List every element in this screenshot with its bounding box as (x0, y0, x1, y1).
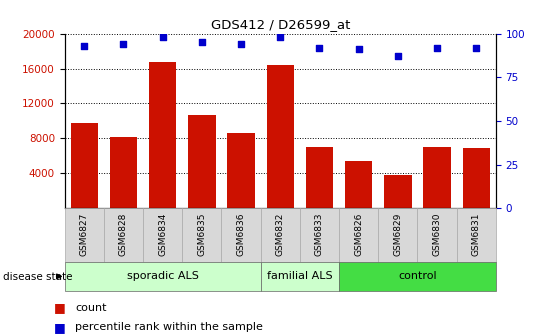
Text: sporadic ALS: sporadic ALS (127, 271, 198, 281)
Title: GDS412 / D26599_at: GDS412 / D26599_at (211, 18, 350, 31)
Text: ■: ■ (54, 301, 66, 314)
FancyBboxPatch shape (222, 208, 261, 262)
Text: GSM6828: GSM6828 (119, 213, 128, 256)
Text: control: control (398, 271, 437, 281)
FancyBboxPatch shape (182, 208, 222, 262)
Text: GSM6830: GSM6830 (433, 213, 441, 256)
FancyBboxPatch shape (261, 208, 300, 262)
Bar (462, 148, 490, 208)
Bar (65, 262, 261, 291)
Text: GSM6836: GSM6836 (237, 213, 246, 256)
Bar (339, 262, 496, 291)
Point (237, 41, 245, 47)
Point (158, 34, 167, 40)
Bar (110, 137, 137, 208)
Text: percentile rank within the sample: percentile rank within the sample (75, 322, 264, 332)
Bar (423, 147, 451, 208)
Point (433, 45, 441, 50)
Bar (261, 262, 339, 291)
Text: count: count (75, 303, 107, 312)
Text: disease state: disease state (3, 272, 72, 282)
Text: GSM6833: GSM6833 (315, 213, 324, 256)
Bar (267, 65, 294, 208)
Bar (306, 147, 333, 208)
FancyBboxPatch shape (65, 208, 104, 262)
Point (198, 40, 206, 45)
Text: GSM6832: GSM6832 (276, 213, 285, 256)
FancyBboxPatch shape (378, 208, 418, 262)
FancyBboxPatch shape (418, 208, 457, 262)
Point (472, 45, 481, 50)
Text: GSM6831: GSM6831 (472, 213, 481, 256)
Text: GSM6835: GSM6835 (197, 213, 206, 256)
Text: GSM6826: GSM6826 (354, 213, 363, 256)
Point (276, 34, 285, 40)
Bar (227, 133, 255, 208)
Text: ■: ■ (54, 321, 66, 334)
Text: GSM6829: GSM6829 (393, 213, 403, 256)
FancyBboxPatch shape (339, 208, 378, 262)
FancyBboxPatch shape (143, 208, 182, 262)
Text: familial ALS: familial ALS (267, 271, 333, 281)
Bar (71, 123, 98, 208)
Point (119, 41, 128, 47)
Bar (345, 161, 372, 208)
Text: GSM6834: GSM6834 (158, 213, 167, 256)
Point (354, 47, 363, 52)
Bar (384, 175, 412, 208)
Point (393, 54, 402, 59)
Point (315, 45, 324, 50)
Bar (149, 61, 176, 208)
FancyBboxPatch shape (300, 208, 339, 262)
FancyBboxPatch shape (457, 208, 496, 262)
Point (80, 43, 88, 48)
FancyBboxPatch shape (104, 208, 143, 262)
Text: GSM6827: GSM6827 (80, 213, 89, 256)
Bar (188, 115, 216, 208)
